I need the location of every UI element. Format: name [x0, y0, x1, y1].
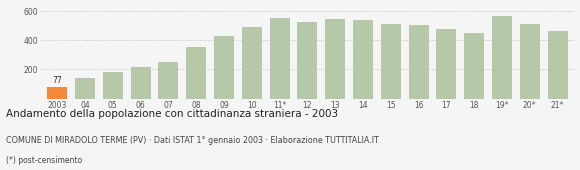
Bar [548, 31, 567, 99]
Bar [436, 29, 456, 99]
Bar [47, 87, 67, 99]
Bar [464, 33, 484, 99]
Bar [492, 16, 512, 99]
Bar [158, 62, 179, 99]
Bar [325, 20, 345, 99]
Bar [520, 24, 540, 99]
Text: COMUNE DI MIRADOLO TERME (PV) · Dati ISTAT 1° gennaio 2003 · Elaborazione TUTTIT: COMUNE DI MIRADOLO TERME (PV) · Dati IST… [6, 136, 379, 145]
Bar [103, 72, 123, 99]
Bar [353, 20, 373, 99]
Bar [242, 27, 262, 99]
Text: Andamento della popolazione con cittadinanza straniera - 2003: Andamento della popolazione con cittadin… [6, 109, 338, 119]
Bar [408, 25, 429, 99]
Bar [214, 36, 234, 99]
Text: 77: 77 [52, 76, 62, 85]
Bar [130, 67, 151, 99]
Bar [380, 24, 401, 99]
Bar [186, 47, 206, 99]
Bar [270, 19, 289, 99]
Bar [75, 78, 95, 99]
Text: (*) post-censimento: (*) post-censimento [6, 156, 82, 165]
Bar [298, 22, 317, 99]
